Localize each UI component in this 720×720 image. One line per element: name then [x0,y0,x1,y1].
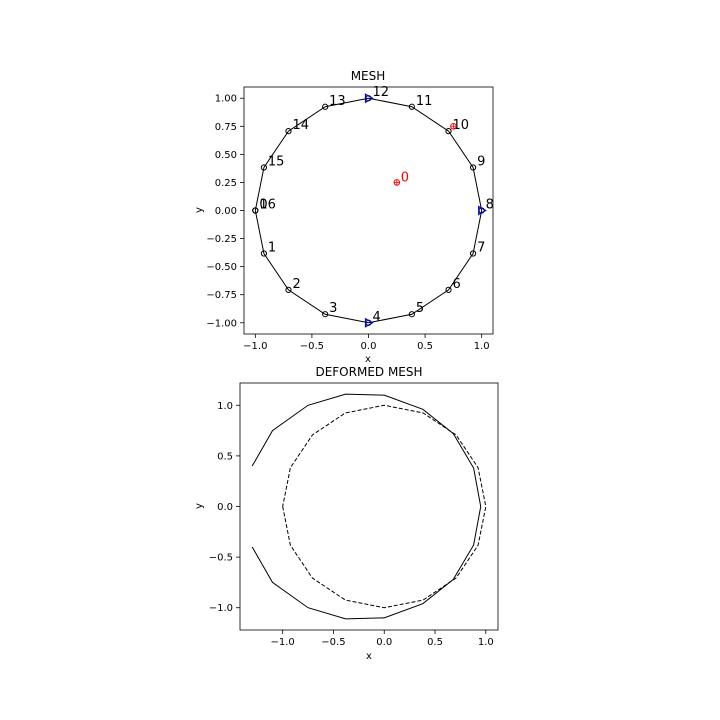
deformed-y-label: y [194,503,205,509]
y-tick-label: 1.00 [215,94,237,105]
y-tick-label: 0.5 [217,451,233,462]
deformed-plot-area [251,393,487,620]
deformed-mesh-panel: DEFORMED MESH −1.0 −0.5 0.0 0.5 1.0 −1.0 −0.5… [194,365,499,662]
mesh-node-label: 16 [259,198,276,213]
mesh-node-label: 9 [477,154,485,169]
mesh-node-marker [260,250,268,257]
y-tick-label: 0.0 [217,502,233,513]
y-tick-label: −1.0 [209,603,233,614]
y-tick-label: 1.0 [217,401,233,412]
deformed-x-label: x [366,651,372,662]
mesh-node-marker [322,311,329,318]
mesh-node-label: 12 [373,85,390,100]
mesh-y-ticks: −1.00 −0.75 −0.50 −0.25 0.00 0.25 0.50 0.75 1.00 [206,94,244,329]
y-tick-label: 0.50 [215,150,237,161]
support-marker [364,93,374,104]
x-tick-label: 1.0 [478,637,494,648]
x-tick-label: −1.0 [271,637,295,648]
x-tick-label: 0.5 [417,341,433,352]
x-tick-label: 0.0 [376,637,392,648]
y-tick-label: −0.75 [206,290,237,301]
mesh-node-marker [408,311,415,318]
x-tick-label: −0.5 [321,637,345,648]
deformed-mesh-line [251,393,482,620]
mesh-y-label: y [194,207,205,213]
support-marker [478,205,487,216]
mesh-node-label: 0 [259,198,267,213]
y-tick-label: −0.5 [209,553,233,564]
y-tick-label: 0.25 [215,178,237,189]
deformed-axes-frame [239,382,499,631]
mesh-node-marker [322,103,329,110]
y-tick-label: −1.00 [206,318,237,329]
x-tick-label: 0.5 [427,637,443,648]
deformed-mesh-title: DEFORMED MESH [315,365,422,379]
mesh-node-label: 1 [268,241,276,256]
load-label: 0 [401,170,409,185]
mesh-title: MESH [351,69,386,83]
mesh-node-label: 5 [416,301,424,316]
mesh-node-marker [445,286,452,293]
mesh-node-marker [285,286,292,293]
mesh-x-label: x [365,354,371,365]
mesh-node-marker [469,164,477,171]
mesh-node-label: 8 [486,198,494,213]
deformed-y-ticks: −1.0 −0.5 0.0 0.5 1.0 [209,401,240,614]
mesh-node-marker [285,128,292,135]
mesh-node-label: 6 [453,277,461,292]
mesh-node-label: 10 [453,118,470,133]
mesh-node-label: 14 [292,118,309,133]
y-tick-label: 0.00 [215,206,237,217]
mesh-node-label: 13 [329,94,346,109]
deformed-x-ticks: −1.0 −0.5 0.0 0.5 1.0 [271,630,494,648]
x-tick-label: −0.5 [300,341,324,352]
x-tick-label: 0.0 [361,341,377,352]
y-tick-label: −0.25 [206,234,237,245]
x-tick-label: 1.0 [474,341,490,352]
mesh-x-ticks: −1.0 −0.5 0.0 0.5 1.0 [243,334,490,352]
mesh-node-label: 3 [329,301,337,316]
support-marker [364,317,374,328]
mesh-node-label: 2 [292,277,300,292]
mesh-node-marker [260,164,268,171]
mesh-node-label: 4 [373,310,381,325]
y-tick-label: −0.50 [206,262,237,273]
mesh-node-marker [252,207,259,214]
original-mesh-line [282,404,487,609]
mesh-node-marker [445,128,452,135]
mesh-node-label: 15 [268,154,285,169]
mesh-outline [254,97,483,324]
mesh-node-marker [408,103,415,110]
mesh-node-label: 11 [416,94,433,109]
mesh-node-label: 7 [477,241,485,256]
mesh-node-marker [469,250,477,257]
x-tick-label: −1.0 [243,341,267,352]
y-tick-label: 0.75 [215,122,237,133]
